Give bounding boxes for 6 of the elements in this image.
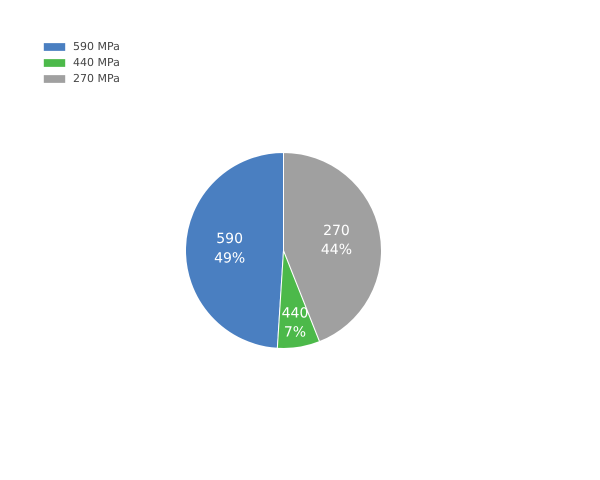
legend-label: 270 MPa [73, 72, 120, 85]
legend-label: 440 MPa [73, 56, 120, 69]
legend-label: 590 MPa [73, 40, 120, 53]
data-label: 590 49% [214, 231, 246, 266]
data-label: 270 44% [320, 222, 352, 258]
data-label: 440 7% [282, 305, 308, 341]
